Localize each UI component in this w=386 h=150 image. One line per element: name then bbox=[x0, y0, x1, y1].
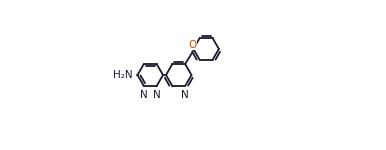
Text: O: O bbox=[188, 40, 197, 50]
Text: N: N bbox=[140, 90, 148, 100]
Text: N: N bbox=[153, 90, 161, 100]
Text: H₂N: H₂N bbox=[113, 70, 132, 80]
Text: N: N bbox=[181, 90, 189, 100]
